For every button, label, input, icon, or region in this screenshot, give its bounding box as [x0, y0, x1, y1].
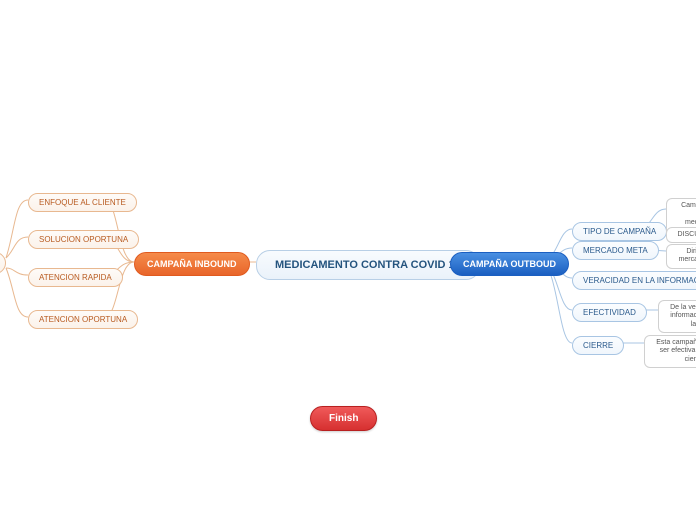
cierre-leaf-1: Esta campaña tiene que ser efectiva el 1… [644, 335, 696, 368]
tipo-leaf-2: DISCURSO [666, 227, 696, 243]
finish-button[interactable]: Finish [310, 406, 377, 431]
solucion-label: SOLUCION OPORTUNA [39, 235, 128, 244]
enfoque-node[interactable]: ENFOQUE AL CLIENTE [28, 193, 137, 212]
efectividad-leaf-1: De la veracidad de la información depend… [658, 300, 696, 333]
mercado-label: MERCADO META [583, 246, 648, 255]
veracidad-label: VERACIDAD EN LA INFORMACION [583, 276, 696, 285]
cierre-node[interactable]: CIERRE [572, 336, 624, 355]
finish-label: Finish [329, 413, 358, 424]
enfoque-label: ENFOQUE AL CLIENTE [39, 198, 126, 207]
center-title: MEDICAMENTO CONTRA COVID 19 [275, 259, 461, 271]
outbound-label: CAMPAÑA OUTBOUD [463, 259, 556, 269]
efectividad-node[interactable]: EFECTIVIDAD [572, 303, 647, 322]
tipo-campana-node[interactable]: TIPO DE CAMPAÑA [572, 222, 667, 241]
inbound-label: CAMPAÑA INBOUND [147, 259, 237, 269]
outbound-node[interactable]: CAMPAÑA OUTBOUD [450, 252, 569, 276]
tipo-label: TIPO DE CAMPAÑA [583, 227, 656, 236]
mercado-leaf-1: Dirigido a un mercado sensible [666, 244, 696, 269]
oportuna-label: ATENCION OPORTUNA [39, 315, 127, 324]
oportuna-node[interactable]: ATENCION OPORTUNA [28, 310, 138, 329]
veracidad-node[interactable]: VERACIDAD EN LA INFORMACION [572, 271, 696, 290]
solucion-node[interactable]: SOLUCION OPORTUNA [28, 230, 139, 249]
mercado-meta-node[interactable]: MERCADO META [572, 241, 659, 260]
inbound-node[interactable]: CAMPAÑA INBOUND [134, 252, 250, 276]
center-node: MEDICAMENTO CONTRA COVID 19 [256, 250, 480, 280]
rapida-label: ATENCION RAPIDA [39, 273, 112, 282]
partial-left-node [0, 252, 6, 274]
efectividad-label: EFECTIVIDAD [583, 308, 636, 317]
cierre-label: CIERRE [583, 341, 613, 350]
rapida-node[interactable]: ATENCION RAPIDA [28, 268, 123, 287]
